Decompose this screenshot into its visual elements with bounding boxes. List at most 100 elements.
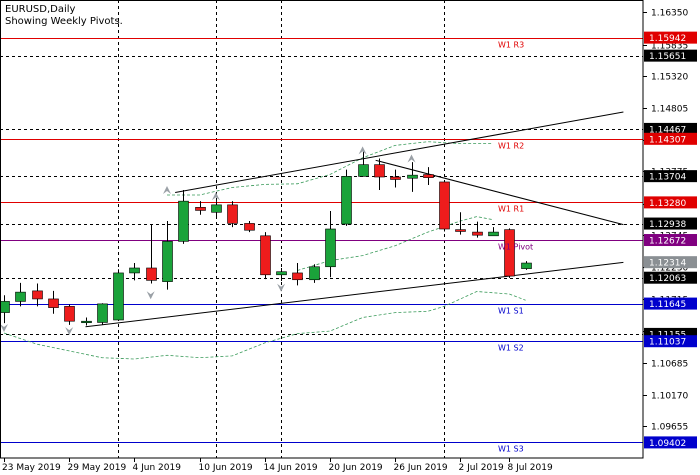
candle-body xyxy=(32,290,43,300)
time-axis-label: 29 May 2019 xyxy=(68,463,127,473)
price-axis-label: 1.15320 xyxy=(651,73,688,83)
candle-body xyxy=(407,174,418,179)
pivot-level-name: W1 R3 xyxy=(498,41,524,50)
dashed-level-label-bg xyxy=(644,217,697,230)
dashed-level-label-bg xyxy=(644,122,697,135)
pivot-level-name: W1 S3 xyxy=(498,445,524,454)
pivot-level-label: 1.13280 xyxy=(649,199,686,209)
time-axis-label: 10 Jun 2019 xyxy=(199,463,253,473)
fractal-up-icon xyxy=(163,186,171,195)
pivot-level-label-bg xyxy=(644,132,697,145)
candle-body xyxy=(97,303,108,323)
pivot-level-label: 1.11037 xyxy=(649,338,686,348)
time-axis-label: 2 Jul 2019 xyxy=(459,463,504,473)
candle-body xyxy=(244,223,255,231)
price-axis-label: 1.09655 xyxy=(651,423,688,433)
candle-body xyxy=(341,176,352,225)
candle-body xyxy=(358,164,369,177)
candle-body xyxy=(390,176,401,180)
candle-body xyxy=(325,228,336,268)
price-axis-label: 1.16350 xyxy=(651,9,688,19)
time-axis-label: 26 Jun 2019 xyxy=(394,463,448,473)
pivot-level-name: W1 R2 xyxy=(498,142,524,151)
candle-body xyxy=(276,271,287,276)
pivot-level-label-bg xyxy=(644,31,697,44)
time-axis-label: 14 Jun 2019 xyxy=(264,463,318,473)
trendline xyxy=(85,261,624,328)
candle-body xyxy=(0,301,10,313)
time-axis-label: 8 Jul 2019 xyxy=(508,463,553,473)
candle-body xyxy=(227,204,238,224)
fractal-down-icon xyxy=(65,327,74,336)
trendline xyxy=(375,159,624,226)
pivot-level-label: 1.12672 xyxy=(649,237,686,247)
dashed-level-label: 1.13704 xyxy=(649,173,686,183)
pivot-level-label-bg xyxy=(644,234,697,247)
candle-body xyxy=(81,320,92,324)
candle-body xyxy=(178,200,189,242)
candle-body xyxy=(64,306,75,322)
fractal-up-icon xyxy=(211,192,220,201)
candle-body xyxy=(260,235,271,276)
pivot-level-label: 1.14307 xyxy=(649,135,686,145)
time-axis-label: 4 Jun 2019 xyxy=(133,463,182,473)
candle-body xyxy=(455,229,466,232)
fractal-down-icon xyxy=(0,324,8,333)
pivot-level-label-bg xyxy=(644,436,697,449)
pivot-level-label: 1.09402 xyxy=(649,439,686,449)
price-axis-label: 1.15835 xyxy=(651,42,688,52)
current-price-label-bg xyxy=(644,256,697,269)
candle-body xyxy=(113,272,124,321)
dashed-level-label-bg xyxy=(644,170,697,183)
chart-indicator-title: Showing Weekly Pivots. xyxy=(5,16,123,27)
fractal-up-icon xyxy=(358,146,367,155)
dashed-level-label: 1.12938 xyxy=(649,220,686,230)
time-axis-label: 23 May 2019 xyxy=(2,463,61,473)
candle-body xyxy=(195,207,206,211)
chart-symbol-title: EURUSD,Daily xyxy=(5,4,76,15)
envelope-upper-line xyxy=(167,141,493,196)
price-axis-label: 1.12230 xyxy=(651,264,688,274)
current-price-label: 1.12314 xyxy=(649,259,686,269)
candle-body xyxy=(504,229,515,277)
candle-body xyxy=(292,272,303,281)
pivot-level-name: W1 S1 xyxy=(498,307,524,316)
pivot-level-name: W1 R1 xyxy=(498,205,524,214)
dashed-level-label: 1.14467 xyxy=(649,125,686,135)
candle-body xyxy=(211,204,222,213)
price-axis-label: 1.14805 xyxy=(651,105,688,115)
dashed-level-label: 1.15651 xyxy=(649,52,686,62)
pivot-level-name: W1 Pivot xyxy=(498,243,533,252)
time-axis-label: 20 Jun 2019 xyxy=(329,463,383,473)
plot-area xyxy=(0,0,643,458)
price-axis-label: 1.10170 xyxy=(651,392,688,402)
candle-body xyxy=(439,181,450,230)
envelope-lower-line xyxy=(3,291,526,360)
candle-body xyxy=(129,267,140,274)
fractal-down-icon xyxy=(277,283,286,292)
price-axis-label: 1.10685 xyxy=(651,360,688,370)
candle-body xyxy=(48,298,59,308)
candle-body xyxy=(374,164,385,178)
candle-body xyxy=(309,266,320,281)
pivot-level-label-bg xyxy=(644,196,697,209)
candle-body xyxy=(521,262,532,269)
candle-body xyxy=(472,231,483,236)
candle-body xyxy=(146,267,157,281)
pivot-level-label: 1.15942 xyxy=(649,34,686,44)
fractal-up-icon xyxy=(407,154,416,163)
candle-body xyxy=(488,231,499,237)
trendline xyxy=(175,111,624,193)
fractal-down-icon xyxy=(146,291,155,300)
pivot-level-name: W1 S2 xyxy=(498,344,524,353)
dashed-level-label: 1.12063 xyxy=(649,274,686,284)
plot-frame xyxy=(0,0,644,459)
candle-body xyxy=(162,241,173,282)
pivot-level-label-bg xyxy=(644,297,697,310)
pivot-level-label: 1.11645 xyxy=(649,300,686,310)
pivot-level-label-bg xyxy=(644,335,697,348)
candle-body xyxy=(15,291,26,302)
dashed-level-label-bg xyxy=(644,49,697,62)
candle-body xyxy=(423,174,434,178)
